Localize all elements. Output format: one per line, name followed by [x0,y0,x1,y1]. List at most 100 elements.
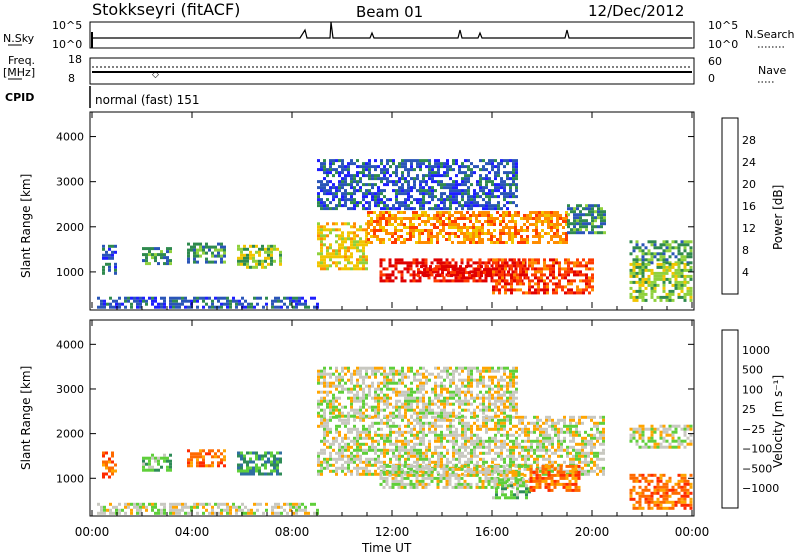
echo-cell [443,418,446,422]
echo-cell [499,232,502,235]
echo-cell [365,189,368,193]
echo-cell [509,177,512,181]
echo-cell [344,472,347,476]
echo-cell [240,253,243,257]
echo-cell [517,211,520,214]
echo-cell [514,235,517,238]
echo-cell [111,466,114,470]
echo-cell [475,473,479,477]
echo-cell [475,220,478,223]
echo-cell [564,291,567,295]
echo-cell [565,238,568,241]
echo-cell [367,238,370,241]
echo-cell [398,207,401,211]
echo-cell [377,384,380,388]
echo-cell [329,372,332,376]
echo-cell [686,243,690,247]
echo-cell [365,165,368,169]
echo-cell [560,439,563,443]
echo-cell [575,457,578,461]
echo-cell [424,485,428,489]
echo-cell [434,451,437,455]
echo-cell [292,299,295,303]
echo-cell [386,439,389,443]
echo-cell [395,408,398,412]
echo-cell [326,393,329,397]
echo-cell [491,448,494,452]
echo-cell [492,270,495,274]
echo-cell [420,271,423,275]
echo-cell [145,505,148,509]
echo-cell [647,252,651,256]
echo-cell [449,424,452,428]
echo-cell [359,201,362,205]
echo-cell [335,405,338,409]
echo-cell [157,262,160,266]
echo-cell [359,180,362,184]
echo-cell [590,445,593,449]
echo-cell [374,168,377,172]
echo-cell [469,264,473,268]
echo-cell [515,457,518,461]
echo-cell [548,433,551,437]
echo-cell [332,183,335,187]
echo-cell [270,256,273,260]
echo-cell [193,505,196,509]
echo-cell [217,248,220,252]
echo-cell [362,243,365,247]
nave-tick-top: 60 [708,55,722,68]
echo-cell [211,508,214,512]
echo-cell [356,165,359,169]
echo-cell [596,463,599,467]
echo-cell [356,258,359,262]
echo-cell [473,171,476,175]
echo-cell [449,201,452,205]
echo-cell [276,463,279,467]
echo-cell [326,198,329,202]
echo-cell [451,226,454,229]
echo-cell [427,214,430,217]
echo-cell [347,267,350,271]
echo-cell [407,369,410,373]
echo-cell [428,448,431,452]
echo-cell [380,427,383,431]
echo-cell [398,162,401,166]
echo-cell [368,375,371,379]
echo-cell [237,259,240,263]
echo-cell [567,219,570,223]
echo-cell [247,302,250,306]
echo-cell [435,265,438,269]
echo-cell [344,424,347,428]
echo-cell [565,235,568,238]
echo-cell [365,393,368,397]
echo-cell [320,421,323,425]
echo-cell [496,217,499,220]
echo-cell [371,177,374,181]
echo-cell [320,414,323,418]
echo-cell [464,174,467,178]
echo-cell [477,265,480,269]
echo-cell [344,436,347,440]
echo-cell [271,505,274,509]
echo-cell [471,274,474,278]
echo-cell [428,378,431,382]
echo-cell [160,511,163,515]
echo-cell [500,469,503,473]
echo-cell [380,460,383,464]
echo-cell [482,415,485,419]
echo-cell [431,171,434,175]
echo-cell [600,231,603,235]
echo-cell [329,192,332,196]
echo-cell [491,457,494,461]
echo-cell [509,201,512,205]
echo-cell [425,378,428,382]
echo-cell [671,292,675,296]
echo-cell [247,305,250,309]
echo-cell [512,433,515,437]
echo-cell [579,216,582,220]
echo-cell [659,277,663,281]
echo-cell [425,414,428,418]
echo-cell [510,279,513,283]
echo-cell [139,302,142,306]
echo-cell [367,220,370,223]
